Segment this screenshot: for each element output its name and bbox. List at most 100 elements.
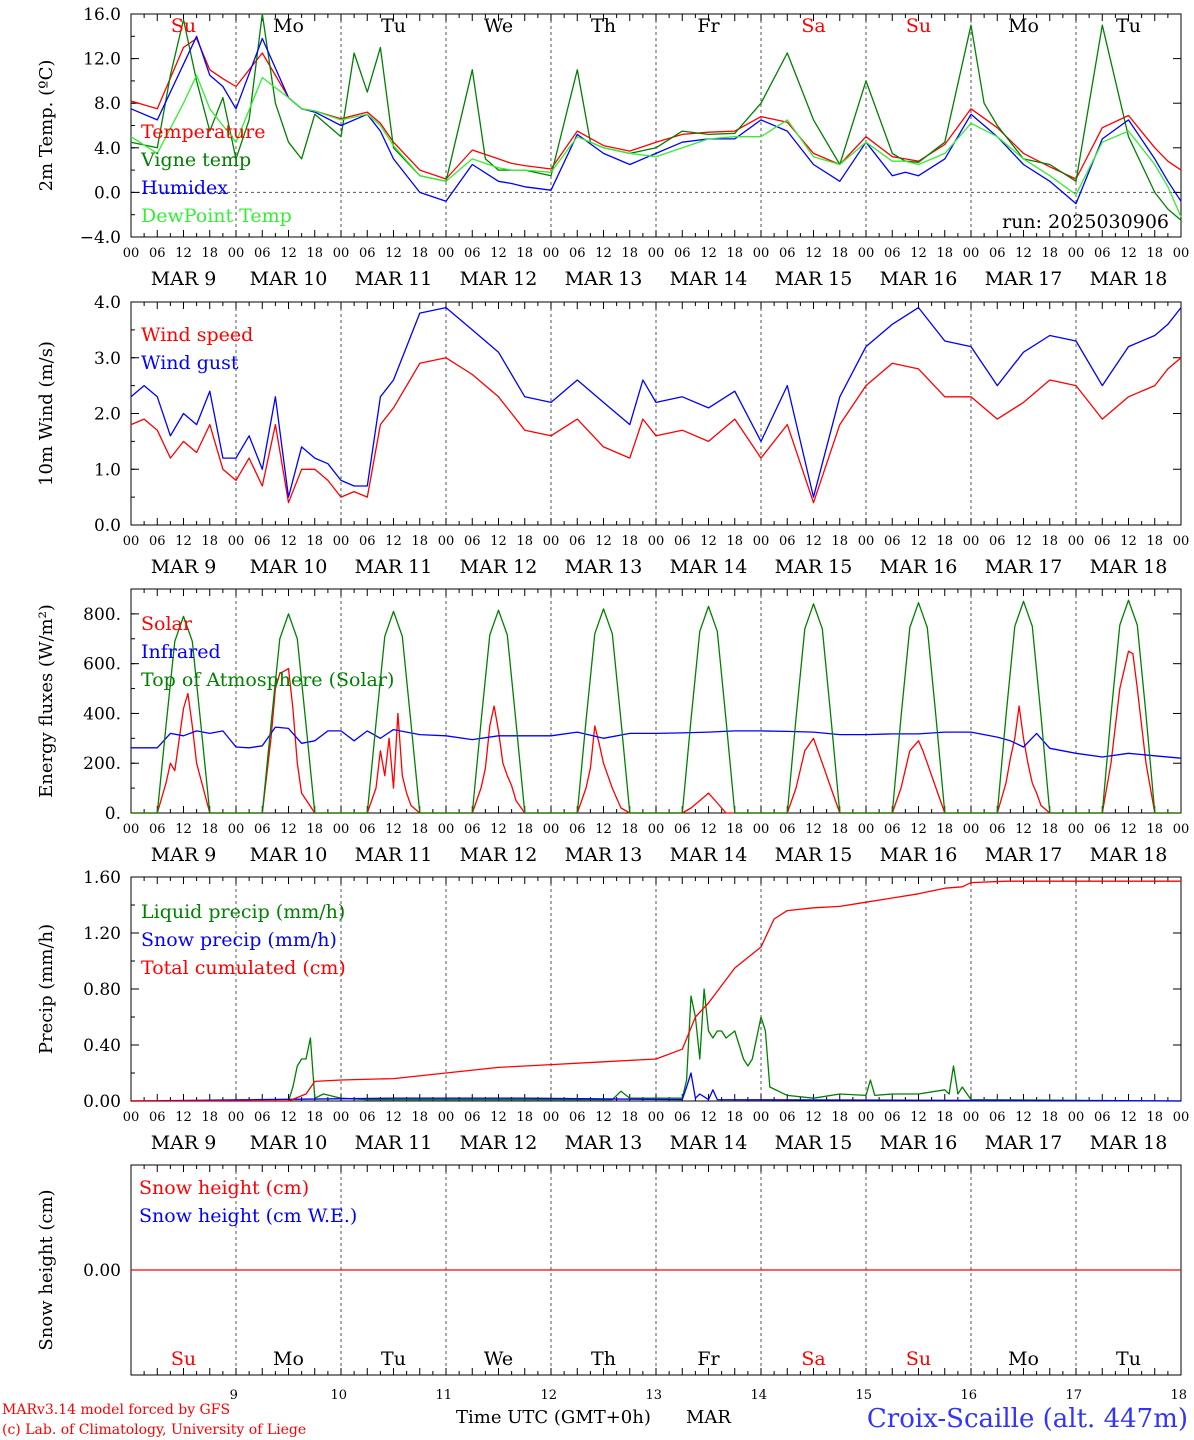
hour-tick-label: 06: [884, 534, 901, 549]
date-label: MAR 10: [250, 844, 328, 866]
hour-tick-label: 18: [306, 246, 323, 261]
date-label: MAR 16: [880, 844, 958, 866]
hour-tick-label: 06: [149, 1110, 166, 1125]
hour-tick-label: 06: [149, 822, 166, 837]
hour-tick-label: 00: [333, 534, 350, 549]
date-label: MAR 16: [880, 1132, 958, 1154]
hour-tick-label: 00: [543, 246, 560, 261]
hour-tick-label: 12: [595, 534, 612, 549]
hour-tick-label: 18: [516, 246, 533, 261]
hour-tick-label: 18: [1041, 246, 1058, 261]
hour-tick-label: 00: [963, 246, 980, 261]
hour-tick-label: 18: [936, 1110, 953, 1125]
y-tick-label: 1.0: [94, 460, 121, 480]
hour-tick-label: 12: [1015, 534, 1032, 549]
date-label: MAR 17: [985, 556, 1063, 578]
hour-tick-label: 12: [700, 1110, 717, 1125]
hour-tick-label: 06: [359, 246, 376, 261]
hour-tick-label: 18: [201, 822, 218, 837]
hour-tick-label: 00: [1173, 822, 1190, 837]
hour-tick-label: 12: [595, 246, 612, 261]
y-tick-label: 4.0: [94, 139, 121, 159]
y-axis-label: Precip (mm/h): [36, 924, 57, 1054]
day-label: Su: [906, 15, 931, 37]
panel-2: 0.0 1.0 2.0 3.0 4.0 10m Wind (m/s) Wind speed W…: [36, 293, 1189, 578]
hour-tick-label: 12: [175, 822, 192, 837]
panel-1: −4.0 0.0 4.0 8.0 12.0 16.0 2m Temp. (ºC) Temper…: [36, 5, 1189, 290]
date-label: MAR 15: [775, 844, 853, 866]
y-tick-label: 200.: [83, 754, 121, 774]
hour-tick-label: 12: [1120, 1110, 1137, 1125]
hour-tick-label: 12: [490, 246, 507, 261]
y-tick-label: 16.0: [83, 5, 121, 25]
hour-tick-label: 00: [228, 1110, 245, 1125]
day-number: 15: [856, 1388, 873, 1403]
legend-entry: Snow precip (mm/h): [141, 929, 337, 951]
day-label: Su: [171, 1348, 196, 1370]
day-label: Tu: [1116, 15, 1141, 37]
panel-5: 0.00 Snow height (cm) Snow height (cm) Snow…: [36, 1164, 1187, 1403]
hour-tick-label: 00: [543, 534, 560, 549]
x-axis-label: Time UTC (GMT+0h): [456, 1407, 651, 1428]
hour-tick-label: 00: [648, 1110, 665, 1125]
hour-tick-label: 18: [306, 822, 323, 837]
hour-tick-label: 06: [359, 534, 376, 549]
legend-entry: DewPoint Temp: [141, 205, 292, 227]
y-tick-label: 0.40: [83, 1036, 121, 1056]
hour-tick-label: 12: [805, 534, 822, 549]
hour-tick-label: 18: [516, 1110, 533, 1125]
hour-tick-label: 12: [385, 246, 402, 261]
hour-tick-label: 12: [385, 1110, 402, 1125]
day-label: Sa: [801, 1348, 825, 1370]
day-label: Mo: [1008, 15, 1039, 37]
hour-tick-label: 18: [621, 822, 638, 837]
hour-tick-label: 00: [438, 1110, 455, 1125]
hour-tick-label: 06: [884, 1110, 901, 1125]
day-number: 9: [230, 1388, 238, 1403]
y-tick-label: 4.0: [94, 293, 121, 313]
hour-tick-label: 12: [490, 1110, 507, 1125]
hour-tick-label: 18: [621, 1110, 638, 1125]
hour-tick-label: 06: [989, 246, 1006, 261]
date-label: MAR 13: [565, 844, 643, 866]
hour-tick-label: 18: [411, 534, 428, 549]
hour-tick-label: 18: [411, 246, 428, 261]
hour-tick-label: 00: [858, 1110, 875, 1125]
hour-tick-label: 06: [254, 246, 271, 261]
hour-tick-label: 12: [1120, 822, 1137, 837]
date-label: MAR 11: [355, 268, 433, 290]
hour-tick-label: 06: [464, 822, 481, 837]
hour-tick-label: 12: [490, 534, 507, 549]
hour-tick-label: 18: [1041, 534, 1058, 549]
date-label: MAR 14: [670, 556, 748, 578]
hour-tick-label: 18: [726, 822, 743, 837]
date-label: MAR 9: [151, 844, 217, 866]
hour-tick-label: 00: [963, 1110, 980, 1125]
day-label: Mo: [273, 15, 304, 37]
hour-tick-label: 00: [963, 534, 980, 549]
day-label: Tu: [381, 1348, 406, 1370]
hour-tick-label: 00: [648, 534, 665, 549]
hour-tick-label: 06: [989, 822, 1006, 837]
date-label: MAR 14: [670, 1132, 748, 1154]
date-label: MAR 13: [565, 1132, 643, 1154]
hour-tick-label: 06: [779, 822, 796, 837]
hour-tick-label: 12: [280, 1110, 297, 1125]
hour-tick-label: 12: [175, 246, 192, 261]
hour-tick-label: 06: [1094, 822, 1111, 837]
y-axis-label: Snow height (cm): [36, 1189, 57, 1350]
day-label: Fr: [697, 1348, 720, 1370]
hour-tick-label: 00: [858, 534, 875, 549]
hour-tick-label: 18: [831, 1110, 848, 1125]
day-label: Mo: [273, 1348, 304, 1370]
hour-tick-label: 06: [464, 246, 481, 261]
legend-entry: Snow height (cm W.E.): [139, 1205, 357, 1227]
day-label: Fr: [697, 15, 720, 37]
legend-entry: Wind speed: [141, 324, 253, 346]
hour-tick-label: 00: [228, 246, 245, 261]
hour-tick-label: 12: [1120, 246, 1137, 261]
hour-tick-label: 00: [648, 246, 665, 261]
date-label: MAR 18: [1090, 268, 1168, 290]
y-tick-label: 600.: [83, 655, 121, 675]
hour-tick-label: 00: [438, 822, 455, 837]
